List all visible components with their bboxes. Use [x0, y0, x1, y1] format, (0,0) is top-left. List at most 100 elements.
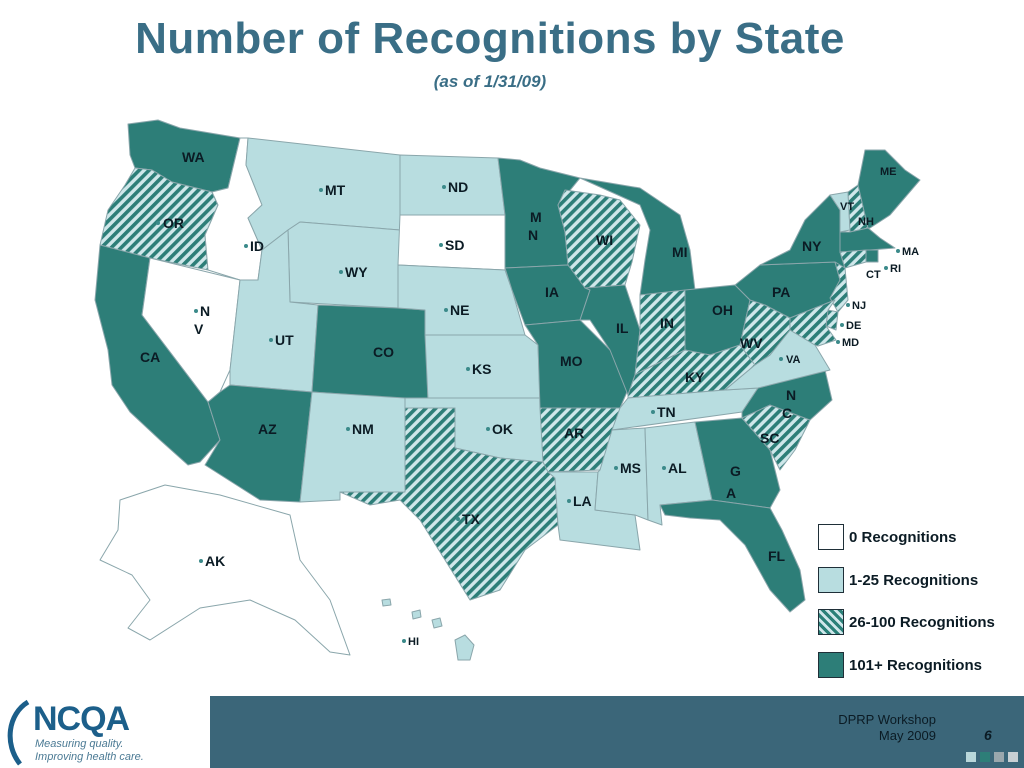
page-subtitle: (as of 1/31/09)	[433, 72, 547, 91]
label-AR: AR	[564, 425, 584, 441]
dot-LA	[567, 499, 571, 503]
state-MD	[789, 299, 837, 347]
decor-square-1	[966, 752, 976, 762]
legend-label-zero: 0 Recognitions	[849, 528, 957, 546]
state-NM	[299, 391, 406, 503]
legend-swatch-low	[818, 567, 844, 593]
label-GA-1: G	[730, 463, 741, 479]
state-MA	[839, 227, 896, 253]
label-WY: WY	[345, 264, 368, 280]
dot-ID	[244, 244, 248, 248]
page-number: 6	[984, 727, 992, 743]
state-MO	[524, 319, 631, 409]
label-CO: CO	[373, 344, 394, 360]
dot-TN	[651, 410, 655, 414]
label-WV: WV	[740, 335, 763, 351]
state-FL	[659, 499, 806, 613]
label-NV-2: V	[194, 321, 204, 337]
state-AZ	[204, 384, 313, 503]
state-CT	[839, 249, 867, 269]
legend-swatch-mid	[818, 609, 844, 635]
label-WI: WI	[596, 232, 613, 248]
dot-NJ	[846, 303, 850, 307]
dot-MD	[836, 340, 840, 344]
label-WA: WA	[182, 149, 205, 165]
label-MT: MT	[325, 182, 346, 198]
dot-OK	[486, 427, 490, 431]
dot-HI	[402, 639, 406, 643]
state-UT	[229, 229, 319, 393]
us-map: WA OR CA ID N V MT WY UT AZ CO NM ND SD …	[94, 119, 921, 661]
legend-item-mid: 26-100 Recognitions	[818, 607, 995, 637]
label-NC-2: C	[782, 405, 792, 421]
label-KY: KY	[685, 369, 705, 385]
state-HI-islet3	[381, 598, 392, 607]
workshop-name: DPRP Workshop	[838, 712, 936, 727]
label-AK: AK	[205, 553, 225, 569]
label-IL: IL	[616, 320, 629, 336]
label-ME: ME	[880, 166, 897, 178]
label-SC: SC	[760, 430, 779, 446]
dot-SD	[439, 243, 443, 247]
label-RI: RI	[890, 263, 901, 275]
label-CT: CT	[866, 269, 881, 281]
state-WY	[287, 221, 401, 309]
state-HI-islet1	[431, 617, 443, 629]
page-title: Number of Recognitions by State	[135, 14, 845, 63]
state-HI-islet2	[411, 609, 422, 620]
label-PA: PA	[772, 284, 790, 300]
label-OH: OH	[712, 302, 733, 318]
state-RI	[865, 249, 879, 263]
dot-WY	[339, 270, 343, 274]
logo-swoosh-icon	[7, 699, 30, 766]
ncqa-logo: NCQA Measuring quality. Improving health…	[0, 696, 210, 768]
label-SD: SD	[445, 237, 464, 253]
label-HI: HI	[408, 636, 419, 648]
dot-NV	[194, 309, 198, 313]
label-KS: KS	[472, 361, 491, 377]
dot-OR	[156, 221, 160, 225]
logo-tagline-2: Improving health care.	[35, 751, 144, 763]
label-LA: LA	[573, 493, 592, 509]
label-IA: IA	[545, 284, 559, 300]
label-MI: MI	[672, 244, 688, 260]
label-NV-1: N	[200, 303, 210, 319]
state-NY	[759, 194, 846, 269]
legend-swatch-zero	[818, 524, 844, 550]
decor-square-2	[980, 752, 990, 762]
dot-MA	[896, 249, 900, 253]
label-TN: TN	[657, 404, 676, 420]
label-MS: MS	[620, 460, 641, 476]
label-IN: IN	[660, 315, 674, 331]
label-NM: NM	[352, 421, 374, 437]
label-TX: TX	[462, 511, 481, 527]
dot-MS	[614, 466, 618, 470]
label-NC-1: N	[786, 387, 796, 403]
dot-NE	[444, 308, 448, 312]
decor-square-3	[994, 752, 1004, 762]
state-CO	[311, 304, 429, 401]
dot-VA	[779, 357, 783, 361]
dot-TX	[456, 517, 460, 521]
label-OR: OR	[163, 215, 184, 231]
label-VA: VA	[786, 354, 801, 366]
legend-swatch-high	[818, 652, 844, 678]
state-VT	[829, 191, 851, 233]
dot-ND	[442, 185, 446, 189]
workshop-date: May 2009	[878, 728, 936, 743]
state-IL	[579, 284, 641, 396]
state-AK	[99, 484, 351, 656]
label-GA-2: A	[726, 485, 736, 501]
legend-label-mid: 26-100 Recognitions	[849, 613, 995, 631]
legend-label-high: 101+ Recognitions	[849, 656, 982, 674]
label-AZ: AZ	[258, 421, 277, 437]
label-NY: NY	[802, 238, 822, 254]
label-ND: ND	[448, 179, 468, 195]
label-NH: NH	[858, 216, 874, 228]
label-MO: MO	[560, 353, 583, 369]
decor-square-4	[1008, 752, 1018, 762]
label-MN-1: M	[530, 209, 542, 225]
dot-AK	[199, 559, 203, 563]
label-NE: NE	[450, 302, 469, 318]
legend-item-low: 1-25 Recognitions	[818, 565, 978, 595]
